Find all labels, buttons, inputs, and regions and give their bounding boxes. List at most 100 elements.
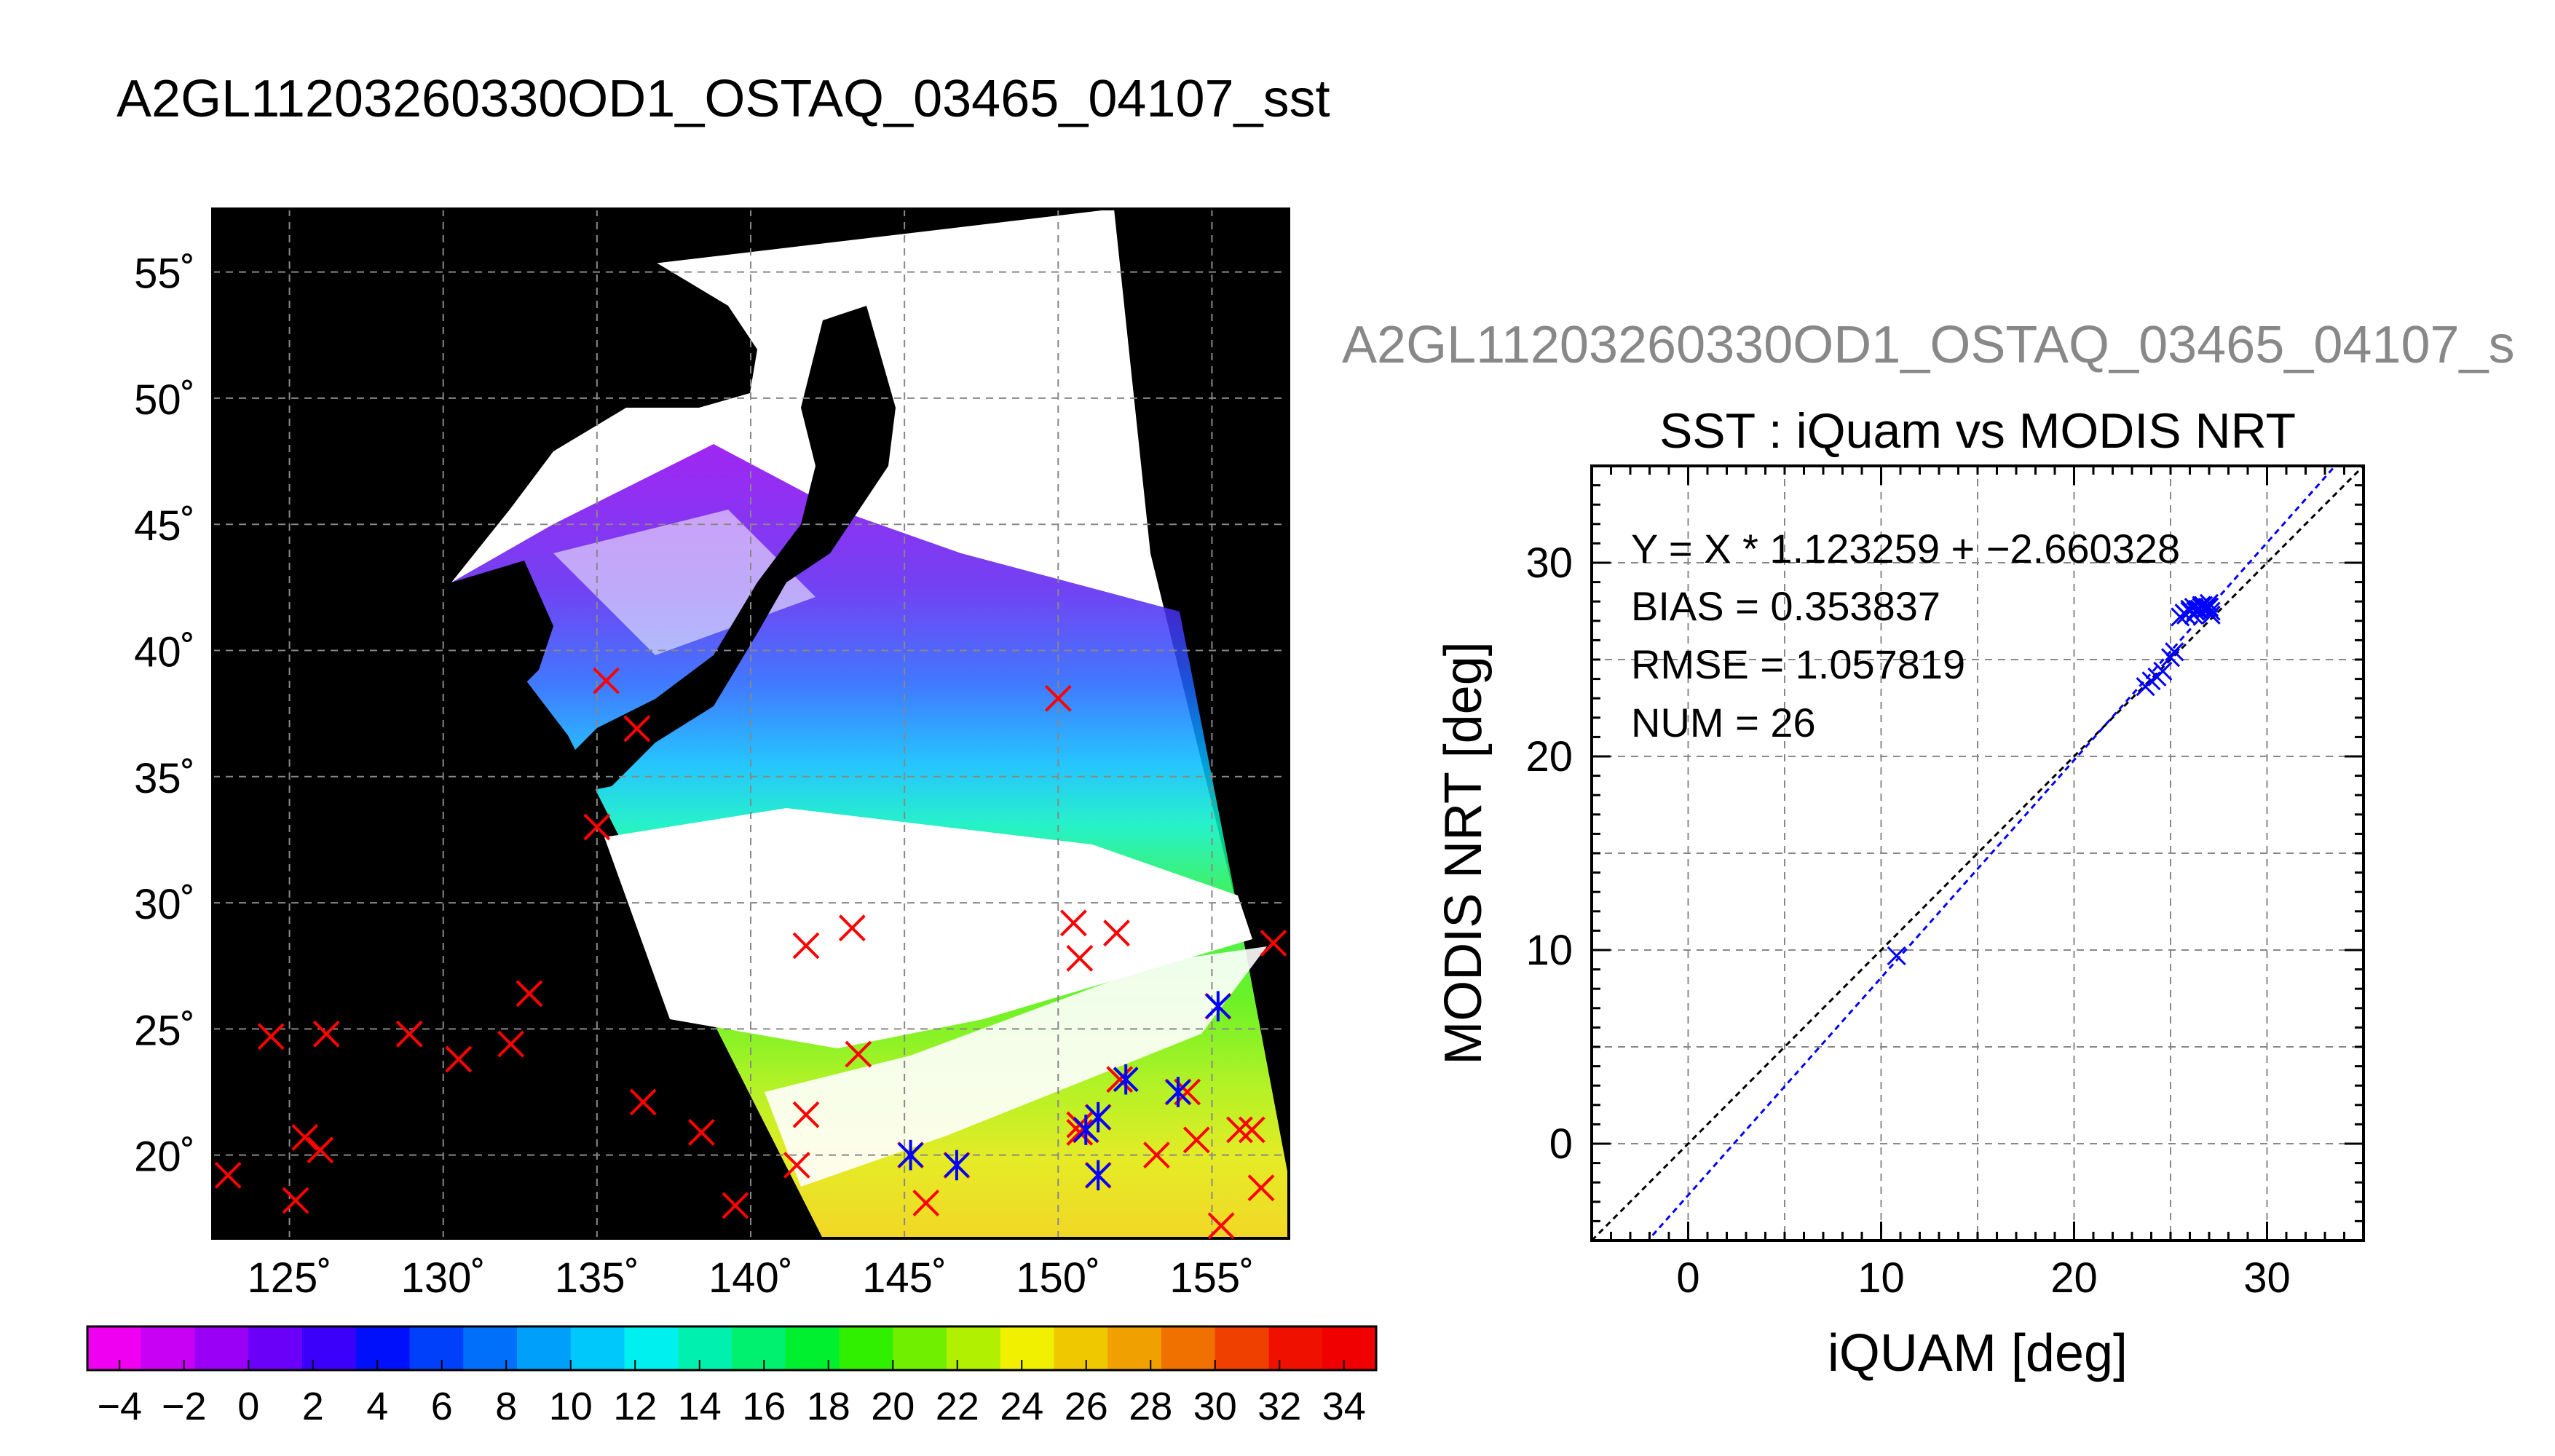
iquam-station-marker (1066, 944, 1094, 972)
scatter-panel: A2GL11203260330OD1_OSTAQ_03465_04107_s S… (1342, 316, 2515, 1382)
iquam-station-marker (912, 1190, 940, 1216)
iquam-station-marker (1103, 919, 1130, 947)
iquam-station-marker (257, 1023, 285, 1051)
colorbar-tick-label: 14 (678, 1385, 722, 1428)
matchup-marker (944, 1150, 970, 1181)
map-markers (214, 667, 1287, 1240)
matchup-marker (1085, 1160, 1111, 1191)
scatter-title: SST : iQuam vs MODIS NRT (1659, 403, 2296, 459)
iquam-station-marker (307, 1136, 334, 1164)
iquam-station-marker (838, 914, 866, 942)
colorbar-tick-label: 8 (495, 1385, 517, 1428)
bias-value: BIAS = 0.353837 (1631, 583, 1940, 629)
iquam-station-marker (722, 1192, 749, 1219)
colorbar-cell (947, 1326, 1001, 1370)
rmse-value: RMSE = 1.057819 (1631, 641, 1965, 687)
colorbar-tick-label: 30 (1193, 1385, 1237, 1428)
colorbar-cell (141, 1326, 196, 1370)
colorbar-cell (194, 1326, 250, 1370)
scatter-point (2180, 599, 2200, 619)
colorbar-cell (1215, 1326, 1270, 1370)
lon-tick-label: 145˚ (862, 1254, 947, 1302)
colorbar-cell (248, 1326, 303, 1370)
colorbar-cell (839, 1326, 894, 1370)
x-tick-label: 20 (2050, 1254, 2098, 1302)
y-tick-label: 20 (1525, 733, 1573, 780)
land-korea (451, 561, 553, 699)
scatter-point (2189, 599, 2209, 619)
scatter-point (2197, 598, 2217, 617)
colorbar-tick-label: 0 (237, 1385, 259, 1428)
colorbar-tick-label: 10 (549, 1385, 593, 1428)
scatter-y-tick-labels: 0 10 20 30 (1525, 539, 1573, 1168)
lon-tick-label: 140˚ (708, 1254, 793, 1302)
iquam-station-marker (1260, 930, 1287, 957)
lon-tick-label: 135˚ (555, 1254, 639, 1302)
lat-tick-label: 25˚ (134, 1007, 195, 1054)
colorbar-tick-label: 4 (366, 1385, 388, 1428)
iquam-station-marker (497, 1030, 525, 1058)
matchup-marker (1205, 991, 1231, 1021)
y-tick-label: 0 (1549, 1120, 1573, 1168)
colorbar-frame (86, 1325, 1378, 1372)
colorbar-tick-label: 32 (1257, 1385, 1301, 1428)
colorbar-cell (1161, 1326, 1216, 1370)
colorbar-tick-label: 26 (1065, 1385, 1108, 1428)
iquam-station-marker (1226, 1116, 1253, 1144)
scatter-points (1887, 593, 2221, 966)
x-tick-label: 10 (1857, 1254, 1905, 1302)
iquam-station-marker (688, 1119, 715, 1146)
matchup-marker (1113, 1064, 1139, 1095)
scatter-point (2165, 642, 2184, 662)
lat-tick-label: 30˚ (134, 881, 195, 928)
scatter-point (1887, 946, 1906, 966)
iquam-station-marker (214, 1161, 242, 1189)
num-value: NUM = 26 (1631, 700, 1816, 745)
lat-tick-label: 50˚ (134, 376, 195, 424)
iquam-station-marker (783, 1152, 810, 1179)
iquam-station-marker (1207, 1212, 1235, 1240)
lat-tick-label: 35˚ (134, 755, 195, 802)
lon-tick-label: 125˚ (248, 1254, 332, 1302)
iquam-station-marker (291, 1123, 319, 1151)
x-tick-label: 0 (1676, 1254, 1699, 1302)
map-gridlines (213, 209, 1289, 1238)
colorbar-tick-label: 2 (302, 1385, 324, 1428)
x-tick-label: 30 (2243, 1254, 2291, 1302)
colorbar-tick-label: 6 (431, 1385, 453, 1428)
colorbar-tick-label: 22 (936, 1385, 979, 1428)
iquam-station-marker (312, 1020, 340, 1048)
colorbar-cell (1322, 1326, 1377, 1370)
iquam-station-marker (1247, 1174, 1275, 1202)
scatter-point (2153, 661, 2173, 681)
colorbar-cell (732, 1326, 786, 1370)
colorbar-cell (409, 1326, 465, 1370)
iquam-station-marker (282, 1187, 309, 1214)
scatter-subtitle: A2GL11203260330OD1_OSTAQ_03465_04107_s (1342, 316, 2515, 374)
iquam-station-marker (516, 980, 543, 1008)
lon-tick-label: 130˚ (401, 1254, 486, 1302)
colorbar-tick-label: 24 (1000, 1385, 1043, 1428)
scatter-point (2141, 671, 2161, 691)
colorbar-cell (624, 1326, 679, 1370)
colorbar-cell (785, 1326, 840, 1370)
colorbar-tick-label: 34 (1322, 1385, 1366, 1428)
lat-tick-label: 40˚ (134, 628, 195, 676)
map-frame (211, 207, 1290, 1240)
colorbar-tick-label: 16 (742, 1385, 786, 1428)
cloud-mask-south (765, 946, 1267, 1187)
colorbar-ticks: −4 −2 0 2 4 6 8 10 12 14 16 18 20 22 24 26 28 30 32 34 (97, 1360, 1366, 1428)
colorbar-cell (1000, 1326, 1055, 1370)
colorbar-cell (1054, 1326, 1109, 1370)
scatter-stats: Y = X * 1.123259 + −2.660328 BIAS = 0.35… (1631, 526, 2180, 745)
cloud-mask-central (604, 808, 1252, 1048)
iquam-station-marker (583, 813, 611, 841)
colorbar-tick-label: 18 (807, 1385, 850, 1428)
matchup-marker (898, 1139, 924, 1171)
scatter-point (2176, 605, 2196, 625)
scatter-tick-marks (1592, 464, 2365, 1241)
lat-tick-label: 55˚ (134, 250, 195, 298)
iquam-station-marker (1182, 1126, 1210, 1154)
map-lat-ticks: 55˚ 50˚ 45˚ 40˚ 35˚ 30˚ 25˚ 20˚ (134, 250, 195, 1181)
